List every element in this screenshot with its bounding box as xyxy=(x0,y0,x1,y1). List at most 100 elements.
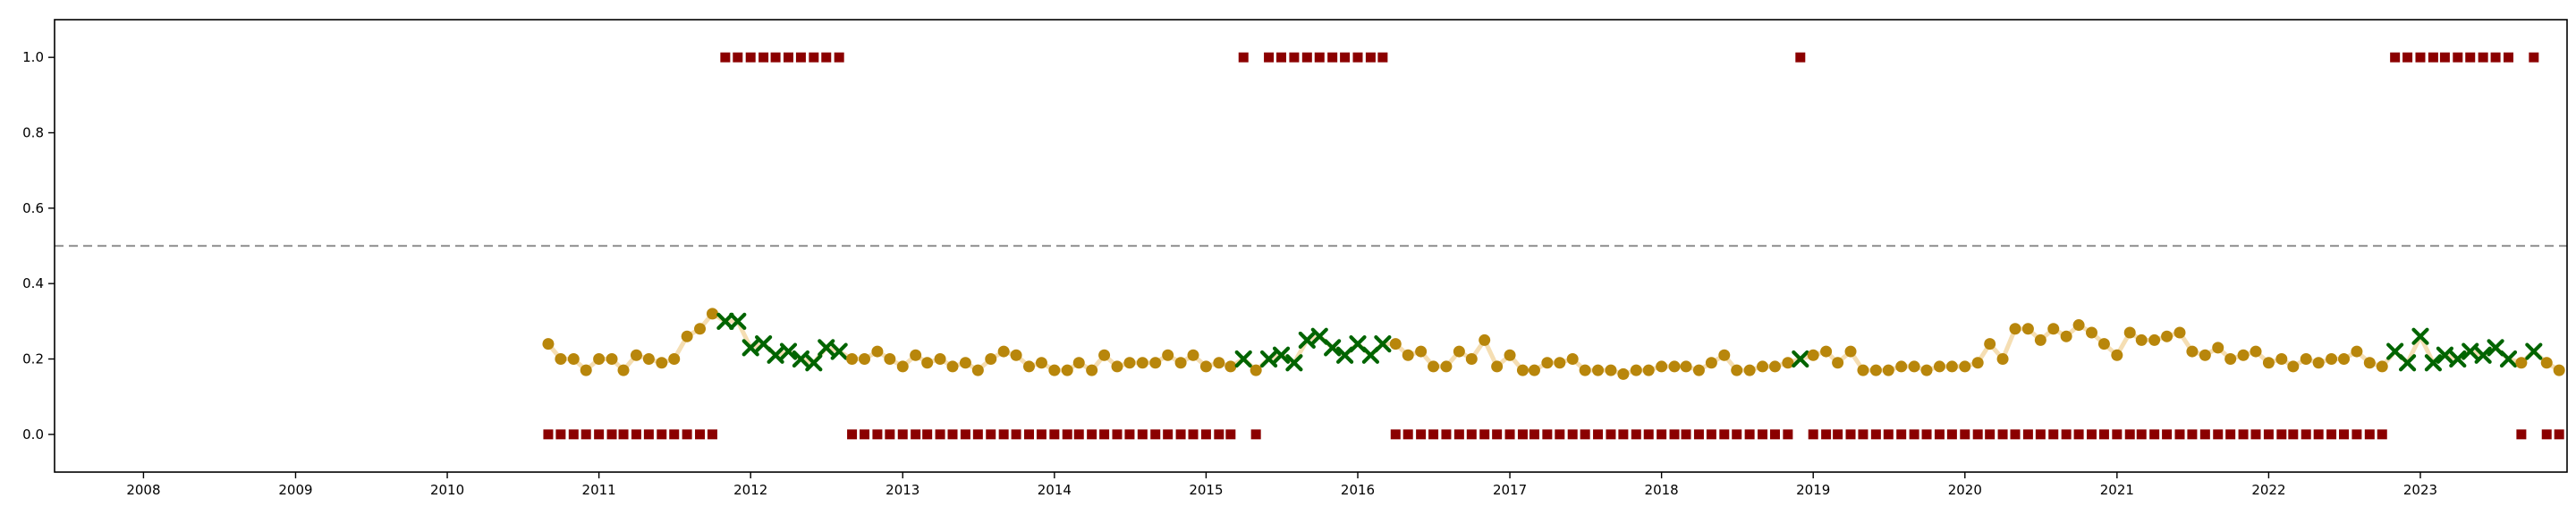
label-square xyxy=(809,52,819,63)
label-square xyxy=(606,429,617,440)
y-tick-label: 0.0 xyxy=(22,426,44,443)
label-square xyxy=(2301,429,2311,440)
probability-point xyxy=(1668,360,1681,373)
y-tick-label: 0.4 xyxy=(22,275,44,291)
label-square xyxy=(960,429,970,440)
label-square xyxy=(1657,429,1667,440)
label-square xyxy=(733,52,743,63)
probability-point xyxy=(694,323,707,335)
probability-point xyxy=(1428,360,1440,373)
probability-cross xyxy=(2474,346,2492,364)
label-square xyxy=(2199,429,2210,440)
probability-point xyxy=(1123,357,1136,369)
probability-point xyxy=(2047,323,2060,335)
label-square xyxy=(1593,429,1604,440)
probability-point xyxy=(1945,360,1958,373)
probability-point xyxy=(2085,326,2097,339)
probability-point xyxy=(2009,323,2021,335)
label-square xyxy=(1466,429,1477,440)
label-square xyxy=(1264,52,1275,63)
label-square xyxy=(1087,429,1097,440)
x-tick-label: 2021 xyxy=(2100,482,2134,498)
probability-point xyxy=(1592,364,1605,376)
probability-point xyxy=(2363,357,2376,369)
label-square xyxy=(2541,429,2552,440)
probability-cross xyxy=(1374,335,1392,353)
probability-point xyxy=(1010,349,1022,361)
label-square xyxy=(2288,429,2299,440)
label-square xyxy=(1669,429,1680,440)
probability-point xyxy=(859,353,871,365)
probability-cross xyxy=(729,312,747,330)
probability-cross xyxy=(1324,339,1342,357)
probability-point xyxy=(2326,353,2338,365)
probability-cross xyxy=(2462,342,2479,360)
label-square xyxy=(580,429,591,440)
label-square xyxy=(618,429,629,440)
label-square xyxy=(1340,52,1351,63)
probability-point xyxy=(2034,333,2046,346)
label-square xyxy=(2377,429,2387,440)
label-square xyxy=(922,429,933,440)
probability-point xyxy=(1504,349,1516,361)
label-square xyxy=(1972,429,1983,440)
probability-point xyxy=(1768,360,1781,373)
probability-point xyxy=(1516,364,1529,376)
probability-point xyxy=(959,357,971,369)
label-square xyxy=(1517,429,1528,440)
probability-point xyxy=(2072,319,2085,332)
probability-cross xyxy=(2525,342,2543,360)
label-square xyxy=(2326,429,2337,440)
label-square xyxy=(947,429,958,440)
x-tick-label: 2016 xyxy=(1341,482,1375,498)
label-square xyxy=(2048,429,2059,440)
label-square xyxy=(1124,429,1135,440)
label-square xyxy=(885,429,895,440)
label-square xyxy=(555,429,566,440)
x-tick-label: 2018 xyxy=(1645,482,1679,498)
probability-cross xyxy=(1259,350,1278,368)
label-square xyxy=(1580,429,1590,440)
probability-markers-layer xyxy=(542,308,2565,380)
x-axis: 2008 2009 2010 2011 2012 2013 2014 2015 2016 2017… xyxy=(126,472,2437,498)
label-square xyxy=(695,429,706,440)
probability-point xyxy=(2540,357,2553,369)
probability-point xyxy=(580,364,592,376)
label-square xyxy=(669,429,680,440)
probability-point xyxy=(1566,353,1579,365)
probability-point xyxy=(555,353,567,365)
probability-point xyxy=(2123,326,2136,339)
probability-point xyxy=(846,353,859,365)
probability-point xyxy=(542,338,555,350)
label-square xyxy=(1011,429,1021,440)
probability-point xyxy=(910,349,922,361)
label-square xyxy=(1225,429,1236,440)
label-square xyxy=(1352,52,1363,63)
probability-point xyxy=(1857,364,1869,376)
label-square xyxy=(1732,429,1742,440)
probability-point xyxy=(1908,360,1920,373)
label-square xyxy=(2124,429,2135,440)
probability-point xyxy=(1022,360,1035,373)
probability-point xyxy=(2212,342,2224,354)
probability-point xyxy=(2351,345,2363,358)
label-square xyxy=(2453,52,2463,63)
probability-point xyxy=(997,345,1010,358)
probability-point xyxy=(2135,333,2148,346)
label-square xyxy=(1921,429,1932,440)
label-square xyxy=(1681,429,1691,440)
x-tick-label: 2020 xyxy=(1948,482,1982,498)
probability-point xyxy=(1554,357,1566,369)
probability-point xyxy=(1149,357,1162,369)
probability-point xyxy=(1579,364,1591,376)
probability-point xyxy=(1541,357,1554,369)
probability-point xyxy=(2515,357,2528,369)
label-square xyxy=(1137,429,1148,440)
probability-point xyxy=(2312,357,2325,369)
probability-point xyxy=(1933,360,1945,373)
probability-cross xyxy=(2398,354,2417,372)
label-square xyxy=(1833,429,1843,440)
probability-point xyxy=(1959,360,1971,373)
label-square xyxy=(1036,429,1046,440)
label-square xyxy=(834,52,844,63)
